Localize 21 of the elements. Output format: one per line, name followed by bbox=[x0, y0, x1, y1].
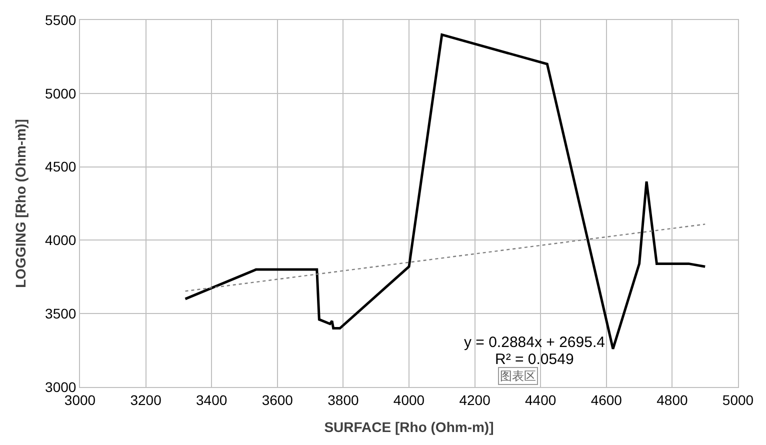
annotation: y = 0.2884x + 2695.4 bbox=[464, 334, 605, 351]
y-axis-title: LOGGING [Rho (Ohm-m)] bbox=[12, 119, 29, 288]
x-tick-label: 4800 bbox=[656, 392, 688, 408]
x-tick-label: 4200 bbox=[459, 392, 491, 408]
x-tick-label: 3600 bbox=[262, 392, 294, 408]
annotation: R² = 0.0549 bbox=[495, 351, 574, 368]
annotation: 图表区 bbox=[500, 369, 536, 383]
line-series bbox=[184, 33, 706, 350]
x-axis-title: SURFACE [Rho (Ohm-m)] bbox=[324, 419, 494, 436]
x-tick-label: 3200 bbox=[130, 392, 162, 408]
x-tick-label: 3800 bbox=[328, 392, 359, 408]
x-tick-label: 3400 bbox=[196, 392, 228, 408]
x-tick-label: 4600 bbox=[590, 392, 622, 408]
y-tick-label: 5500 bbox=[45, 12, 76, 28]
x-tick-label: 5000 bbox=[722, 392, 754, 408]
y-tick-label: 4500 bbox=[45, 158, 76, 175]
x-tick-label: 4000 bbox=[393, 392, 425, 408]
y-tick-label: 5000 bbox=[45, 85, 76, 102]
y-tick-label: 4000 bbox=[45, 232, 76, 248]
y-tick-label: 3500 bbox=[45, 306, 76, 322]
x-tick-label: 4400 bbox=[525, 392, 556, 408]
